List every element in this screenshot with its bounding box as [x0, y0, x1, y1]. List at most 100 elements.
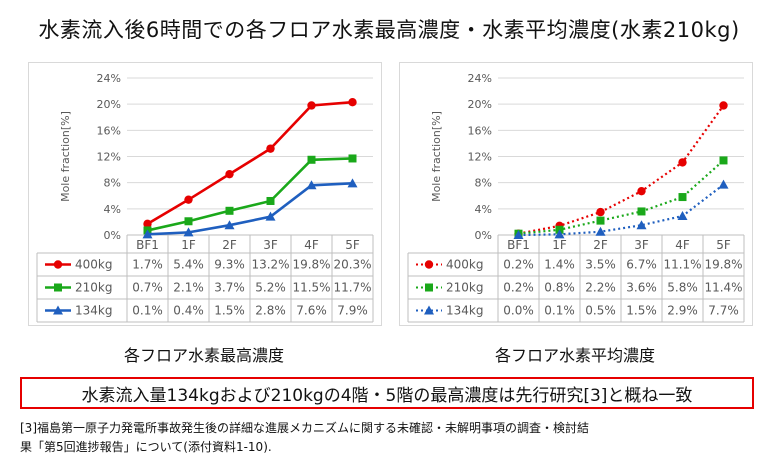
avg-data-point — [678, 193, 687, 202]
max-data-point — [348, 154, 357, 163]
avg-series-134kg — [513, 179, 729, 239]
max-legend-key-marker — [53, 260, 63, 269]
reference-note: [3]福島第一原子力発電所事故発生後の詳細な進展メカニズムに関する未確認・未解明… — [20, 419, 760, 457]
max-table-value: 1.7% — [132, 258, 163, 272]
avg-data-point — [596, 207, 605, 217]
chart-panel-max: 0% 4% 8% 12% 16% 20% 24% Mole fraction[%] BF1 1F 2… — [28, 62, 382, 326]
max-data-point — [266, 144, 275, 153]
avg-legend-key — [416, 305, 442, 315]
avg-data-point — [719, 156, 728, 165]
max-y-tick-label: 16% — [97, 124, 121, 137]
avg-legend-key-marker — [424, 305, 434, 315]
max-y-tick-label: 0% — [104, 229, 121, 242]
max-data-table — [36, 234, 374, 323]
avg-table-value: 1.5% — [626, 304, 657, 318]
avg-table-value: 2.9% — [667, 304, 698, 318]
avg-category-label: 1F — [552, 238, 567, 252]
max-table-value: 7.9% — [337, 304, 368, 318]
avg-table-value: 0.1% — [544, 304, 575, 318]
max-table-value: 11.7% — [333, 281, 371, 295]
max-data-point — [266, 196, 275, 205]
max-legend-key — [45, 283, 71, 292]
max-data-point — [307, 101, 316, 110]
avg-series-400kg — [514, 101, 728, 238]
avg-series-line — [518, 159, 725, 235]
max-y-axis-label: Mole fraction[%] — [59, 111, 72, 202]
max-data-point — [224, 220, 235, 230]
caption-max-concentration: 各フロア水素最高濃度 — [123, 346, 284, 365]
avg-table-value: 11.4% — [704, 281, 742, 295]
avg-table-value: 19.8% — [704, 258, 742, 272]
avg-legend-key-marker — [425, 283, 433, 292]
avg-table-value: 0.2% — [503, 258, 534, 272]
avg-table-value: 3.6% — [626, 281, 657, 295]
avg-y-tick-label: 16% — [468, 124, 492, 137]
max-category-label: 5F — [345, 238, 360, 252]
avg-data-point — [677, 211, 688, 221]
avg-series-line — [518, 104, 725, 235]
avg-category-label: 5F — [716, 238, 731, 252]
max-legend-name: 400kg — [75, 258, 112, 272]
max-series-line — [146, 100, 353, 225]
reference-line-2: 果「第5回進捗報告」について(添付資料1-10). — [20, 440, 272, 454]
max-table-value: 0.7% — [132, 281, 163, 295]
max-category-label: 2F — [222, 238, 237, 252]
max-legend-key-marker — [54, 283, 62, 292]
max-data-point — [307, 155, 316, 164]
avg-y-tick-label: 20% — [468, 98, 492, 111]
max-table-value: 5.4% — [173, 258, 204, 272]
avg-legend-name: 400kg — [446, 258, 483, 272]
max-category-label: 3F — [263, 238, 278, 252]
max-data-point — [142, 229, 153, 239]
max-table-value: 2.8% — [255, 304, 286, 318]
max-y-tick-label: 20% — [97, 98, 121, 111]
avg-series-210kg — [514, 156, 728, 238]
average-concentration-chart: 0% 4% 8% 12% 16% 20% 24% Mole fraction[%] BF1 1F 2… — [407, 72, 745, 323]
max-series-line — [147, 157, 353, 232]
max-table-value: 20.3% — [333, 258, 371, 272]
avg-table-value: 0.2% — [503, 281, 534, 295]
max-table-value: 0.1% — [132, 304, 163, 318]
max-data-point — [225, 169, 234, 179]
max-data-point — [143, 219, 152, 229]
conclusion-banner: 水素流入量134kgおよび210kgの4階・5階の最高濃度は先行研究[3]と概ね… — [20, 377, 754, 409]
avg-data-point — [718, 179, 729, 189]
avg-legend-name: 210kg — [446, 281, 483, 295]
max-series-line — [147, 182, 353, 236]
avg-y-axis-label: Mole fraction[%] — [430, 111, 443, 202]
max-legend-key-marker — [53, 305, 63, 315]
avg-y-tick-label: 24% — [468, 72, 492, 85]
avg-legend-name: 134kg — [446, 304, 483, 318]
max-table-value: 3.7% — [214, 281, 245, 295]
avg-y-tick-label: 12% — [468, 151, 492, 164]
chart-panel-average: 0% 4% 8% 12% 16% 20% 24% Mole fraction[%] BF1 1F 2… — [399, 62, 753, 326]
max-table-value: 9.3% — [214, 258, 245, 272]
avg-data-point — [513, 230, 524, 239]
max-y-tick-label: 4% — [104, 203, 121, 216]
avg-data-point — [595, 226, 606, 236]
avg-y-tick-label: 0% — [475, 229, 492, 242]
max-table-value: 19.8% — [292, 258, 330, 272]
avg-table-value: 0.0% — [503, 304, 534, 318]
avg-category-label: BF1 — [507, 238, 530, 252]
avg-data-point — [637, 207, 646, 216]
avg-legend-key-marker — [424, 260, 434, 269]
avg-legend-key — [416, 260, 442, 269]
avg-data-point — [596, 216, 605, 225]
max-category-label: 1F — [181, 238, 196, 252]
max-legend-key — [45, 260, 71, 269]
max-category-label: 4F — [304, 238, 319, 252]
avg-data-point — [554, 229, 565, 239]
max-legend-name: 210kg — [75, 281, 112, 295]
max-table-value: 1.5% — [214, 304, 245, 318]
max-table-value: 13.2% — [251, 258, 289, 272]
page-title: 水素流入後6時間での各フロア水素最高濃度・水素平均濃度(水素210kg) — [38, 18, 740, 42]
max-series-400kg — [143, 98, 357, 229]
max-y-tick-label: 8% — [104, 177, 121, 190]
avg-table-value: 1.4% — [544, 258, 575, 272]
max-table-value: 5.2% — [255, 281, 286, 295]
max-table-value: 2.1% — [173, 281, 204, 295]
avg-data-point — [636, 220, 647, 230]
max-data-point — [184, 217, 193, 226]
avg-table-value: 11.1% — [663, 258, 701, 272]
